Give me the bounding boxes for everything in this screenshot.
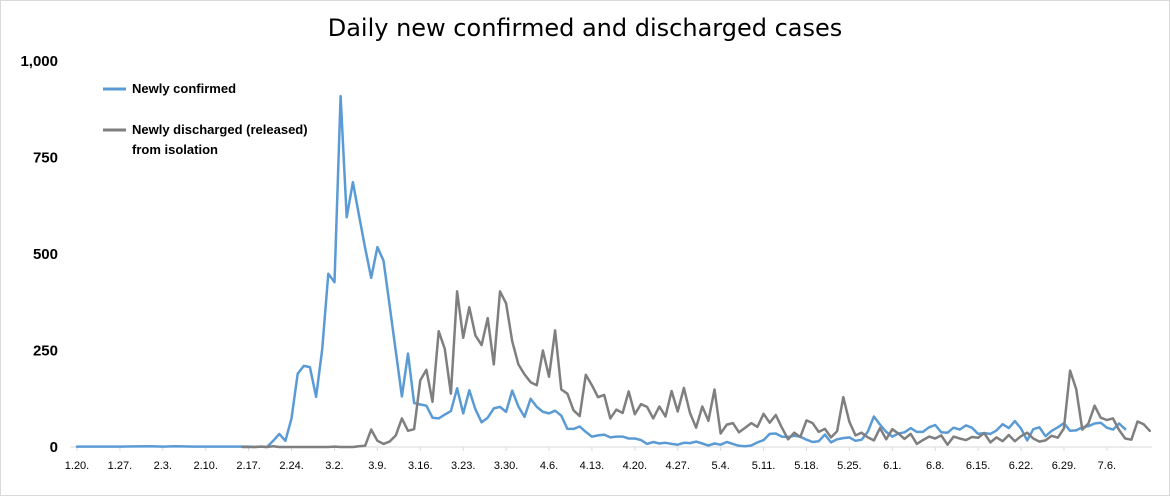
x-tick-label: 2.24. [279,460,303,472]
x-tick-label: 1.27. [108,460,132,472]
x-tick-label: 4.20. [623,460,647,472]
x-tick-label: 3.30. [494,460,518,472]
x-tick-label: 6.1. [883,460,901,472]
x-tick-label: 4.6. [540,460,558,472]
legend-label-newly-confirmed: Newly confirmed [132,81,236,96]
x-tick-label: 6.15. [966,460,990,472]
x-tick-label: 3.9. [368,460,386,472]
x-tick-label: 6.29. [1052,460,1076,472]
x-tick-label: 4.27. [666,460,690,472]
x-tick-label: 2.10. [193,460,217,472]
x-tick-label: 2.3. [154,460,172,472]
y-tick-label: 500 [33,246,58,263]
x-tick-label: 4.13. [580,460,604,472]
x-tick-label: 5.4. [711,460,729,472]
chart-title: Daily new confirmed and discharged cases [327,14,843,42]
x-tick-label: 6.8. [926,460,944,472]
x-tick-label: 5.11. [752,460,776,472]
y-tick-label: 250 [33,343,58,360]
series-line-newly-discharged [241,290,1152,449]
series-line-newly-confirmed [75,94,1127,449]
legend-label-newly-discharged: Newly discharged (released) from isolatio… [132,122,308,157]
y-tick-label: 0 [50,439,58,456]
y-tick-label: 1,000 [20,53,58,70]
x-tick-label: 2.17. [236,460,260,472]
x-tick-label: 6.22. [1009,460,1033,472]
x-tick-label: 1.20. [65,460,89,472]
y-tick-label: 750 [33,150,58,167]
x-tick-label: 3.23. [451,460,475,472]
x-tick-label: 5.25. [837,460,861,472]
x-tick-label: 5.18. [794,460,818,472]
x-tick-label: 3.16. [408,460,432,472]
x-tick-label: 3.2. [325,460,343,472]
x-tick-label: 7.6. [1098,460,1116,472]
